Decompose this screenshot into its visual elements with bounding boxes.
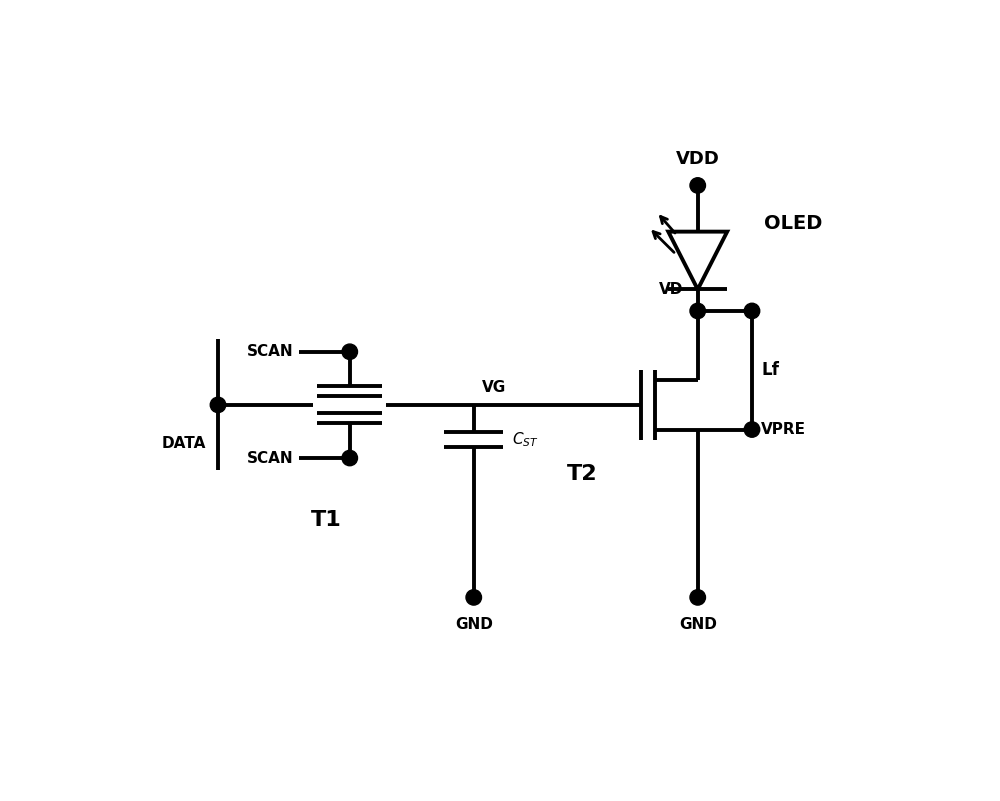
Circle shape bbox=[466, 590, 482, 605]
Circle shape bbox=[690, 178, 705, 193]
Text: GND: GND bbox=[455, 617, 493, 632]
Circle shape bbox=[690, 590, 705, 605]
Text: Lf: Lf bbox=[761, 361, 779, 379]
Text: VDD: VDD bbox=[676, 151, 720, 168]
Circle shape bbox=[210, 397, 226, 413]
Text: T1: T1 bbox=[311, 510, 342, 530]
Text: SCAN: SCAN bbox=[247, 344, 294, 360]
Circle shape bbox=[744, 304, 760, 319]
Text: DATA: DATA bbox=[162, 436, 206, 451]
Text: GND: GND bbox=[679, 617, 717, 632]
Text: VG: VG bbox=[482, 380, 506, 396]
Text: VD: VD bbox=[659, 282, 684, 297]
Text: T2: T2 bbox=[567, 465, 598, 484]
Circle shape bbox=[744, 422, 760, 437]
Text: SCAN: SCAN bbox=[247, 450, 294, 465]
Text: OLED: OLED bbox=[764, 215, 822, 233]
Circle shape bbox=[690, 304, 705, 319]
Text: VPRE: VPRE bbox=[761, 422, 806, 437]
Circle shape bbox=[342, 344, 358, 360]
Text: $C_{ST}$: $C_{ST}$ bbox=[512, 430, 539, 449]
Circle shape bbox=[342, 450, 358, 465]
